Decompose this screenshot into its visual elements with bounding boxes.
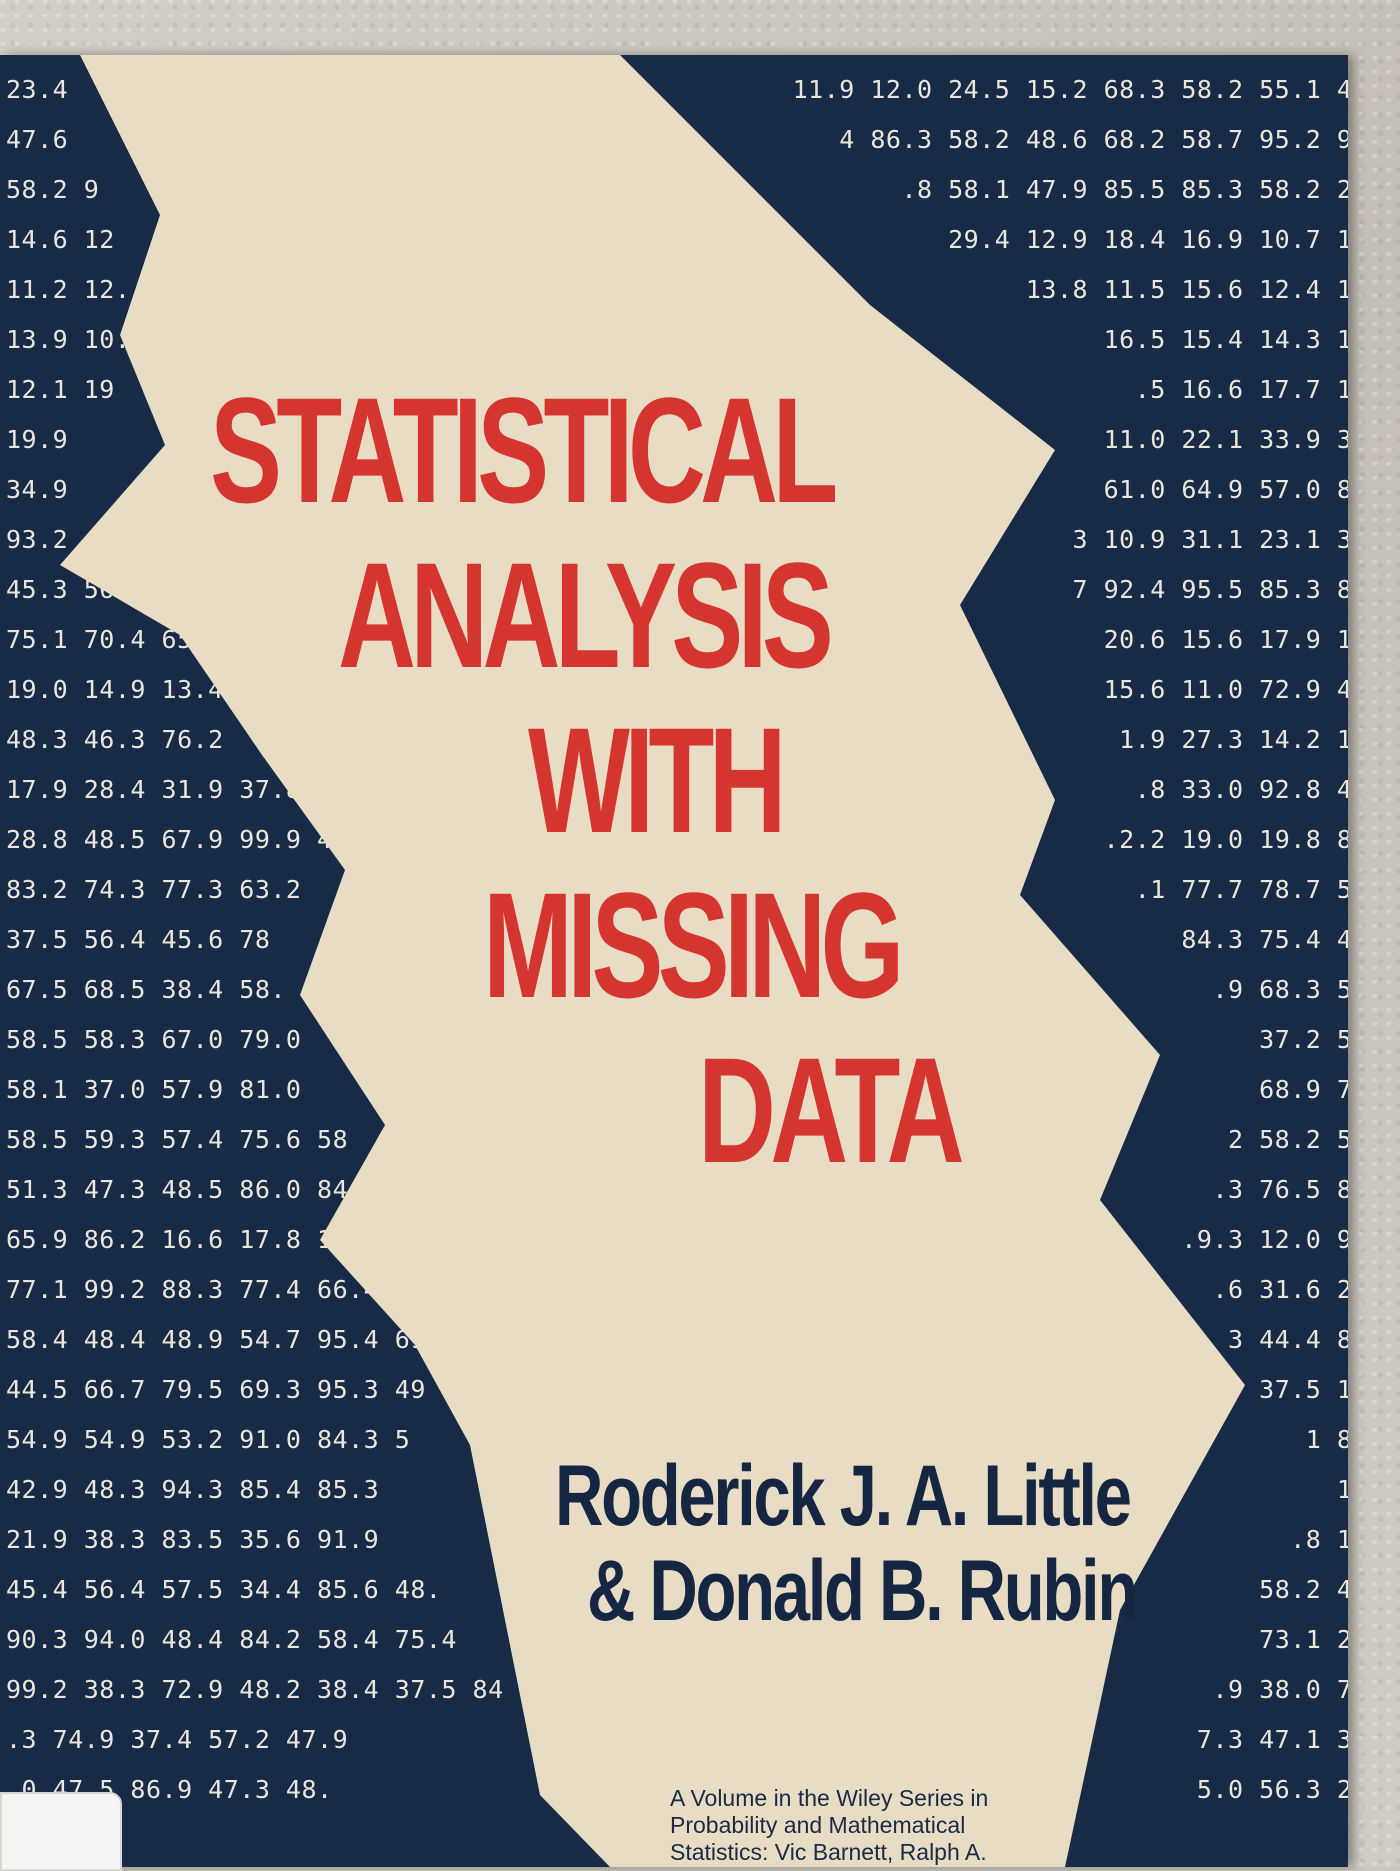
number-row: .3 76.5 86: [1212, 1175, 1348, 1204]
number-row: 17.9 28.4 31.9 37.8: [6, 775, 302, 804]
number-row: 16.5 15.4 14.3 13: [1103, 325, 1348, 354]
number-row: 4 86.3 58.2 48.6 68.2 58.7 95.2 95: [839, 125, 1348, 154]
number-row: 84.3 75.4 45: [1181, 925, 1348, 954]
number-row: 34.9: [6, 475, 69, 504]
number-row: 23.4: [6, 75, 69, 104]
number-row: 58.2 9: [6, 175, 100, 204]
title-line-1: STATISTICAL: [210, 366, 838, 534]
number-row: 2 58.2 59: [1228, 1125, 1348, 1154]
title-line-4: MISSING: [483, 861, 904, 1029]
number-row: 83.2 74.3 77.3 63.2: [6, 875, 302, 904]
number-row: 90.3 94.0 48.4 84.2 58.4 75.4: [6, 1625, 457, 1654]
right-number-grid: 11.9 12.0 24.5 15.2 68.3 58.2 55.1 48 4 8…: [0, 55, 1348, 1867]
number-row: 45.4 56.4 57.5 34.4 85.6 48.: [6, 1575, 442, 1604]
series-note-line-2: Probability and Mathematical: [670, 1812, 966, 1838]
number-row: .8 33.0 92.8 43: [1134, 775, 1348, 804]
number-row: 1 84: [1305, 1425, 1348, 1454]
number-row: 61.0 64.9 57.0 87: [1103, 475, 1348, 504]
number-row: 11.0 22.1 33.9 34: [1103, 425, 1348, 454]
number-row: 99.2 38.3 72.9 48.2 38.4 37.5 84: [6, 1675, 504, 1704]
number-row: 58.5 58.3 67.0 79.0: [6, 1025, 302, 1054]
number-row: 42.9 48.3 94.3 85.4 85.3: [6, 1475, 380, 1504]
left-number-grid: 23.4 47.6 58.2 9 14.6 12 11.2 12. 13.9 10.4 12…: [6, 55, 726, 1867]
title-line-2: ANALYSIS: [338, 531, 834, 699]
number-row: .6 31.6 29: [1212, 1275, 1348, 1304]
number-row: .5 16.6 17.7 18: [1134, 375, 1348, 404]
number-row: .9 68.3 57: [1212, 975, 1348, 1004]
number-row: .9 38.0 73: [1212, 1675, 1348, 1704]
title-line-5: DATA: [698, 1026, 965, 1194]
number-row: 67.5 68.5 38.4 58.: [6, 975, 286, 1004]
title-line-3: WITH: [528, 696, 787, 864]
number-row: 58.5 59.3 57.4 75.6 58: [6, 1125, 349, 1154]
number-row: 51.3 47.3 48.5 86.0 84.: [6, 1175, 364, 1204]
number-row: 37.5 56.4 45.6 78: [6, 925, 271, 954]
number-row: 58.1 37.0 57.9 81.0: [6, 1075, 302, 1104]
number-row: 16: [1336, 1475, 1348, 1504]
number-row: 47.6: [6, 125, 69, 154]
number-row: .1 77.7 78.7 54: [1134, 875, 1348, 904]
number-row: 11.2 12.: [6, 275, 131, 304]
number-row: 3 10.9 31.1 23.1 34: [1072, 525, 1348, 554]
number-row: 13.9 10.4: [6, 325, 146, 354]
number-row: 19.9: [6, 425, 69, 454]
library-label-sticker: [0, 1792, 122, 1871]
number-row: 7 92.4 95.5 85.3 80: [1072, 575, 1348, 604]
number-row: .2.2 19.0 19.8 81: [1103, 825, 1348, 854]
number-row: 13.8 11.5 15.6 12.4 18: [1025, 275, 1348, 304]
number-row: 15.6 11.0 72.9 48: [1103, 675, 1348, 704]
series-note-line-1: A Volume in the Wiley Series in: [670, 1785, 989, 1811]
number-row: 77.1 99.2 88.3 77.4 66.4 55.: [6, 1275, 442, 1304]
number-row: 7.3 47.1 32: [1196, 1725, 1348, 1754]
number-row: 19.0 14.9 13.4: [6, 675, 224, 704]
number-row: 11.9 12.0 24.5 15.2 68.3 58.2 55.1 48: [792, 75, 1348, 104]
zigzag-band-shape: [60, 55, 1245, 1867]
cream-zigzag-band: [60, 55, 1245, 1867]
number-row: 28.8 48.5 67.9 99.9 4: [6, 825, 333, 854]
number-row: 14.6 12: [6, 225, 115, 254]
number-row: 48.3 46.3 76.2: [6, 725, 224, 754]
number-row: 29.4 12.9 18.4 16.9 10.7 14: [948, 225, 1348, 254]
number-row: 68.9 75: [1259, 1075, 1348, 1104]
number-row: 54.9 54.9 53.2 91.0 84.3 5: [6, 1425, 411, 1454]
number-row: 93.2: [6, 525, 69, 554]
number-row: .9.3 12.0 99: [1181, 1225, 1348, 1254]
author-line-1: Roderick J. A. Little: [555, 1448, 1132, 1544]
number-row: 5.0 56.3 22: [1196, 1775, 1348, 1804]
book-cover: 23.4 47.6 58.2 9 14.6 12 11.2 12. 13.9 10.4 12…: [0, 55, 1348, 1867]
number-row: 44.5 66.7 79.5 69.3 95.3 49: [6, 1375, 426, 1404]
number-row: .8 11: [1290, 1525, 1348, 1554]
number-row: 37.2 55: [1259, 1025, 1348, 1054]
number-row: 37.5 18: [1259, 1375, 1348, 1404]
number-row: .8 58.1 47.9 85.5 85.3 58.2 20: [901, 175, 1348, 204]
number-row: 20.6 15.6 17.9 18: [1103, 625, 1348, 654]
number-row: 1.9 27.3 14.2 15: [1119, 725, 1348, 754]
number-row: 58.2 47: [1259, 1575, 1348, 1604]
number-row: 73.1 27: [1259, 1625, 1348, 1654]
series-note-line-3: Statistics: Vic Barnett, Ralph A.: [670, 1839, 987, 1865]
number-row: 3 44.4 88: [1228, 1325, 1348, 1354]
author-line-2: & Donald B. Rubin: [587, 1543, 1138, 1639]
number-row: .3 74.9 37.4 57.2 47.9: [6, 1725, 349, 1754]
number-row: 12.1 19: [6, 375, 115, 404]
number-row: 21.9 38.3 83.5 35.6 91.9: [6, 1525, 380, 1554]
series-note: A Volume in the Wiley Series in Probabil…: [670, 1785, 1070, 1867]
